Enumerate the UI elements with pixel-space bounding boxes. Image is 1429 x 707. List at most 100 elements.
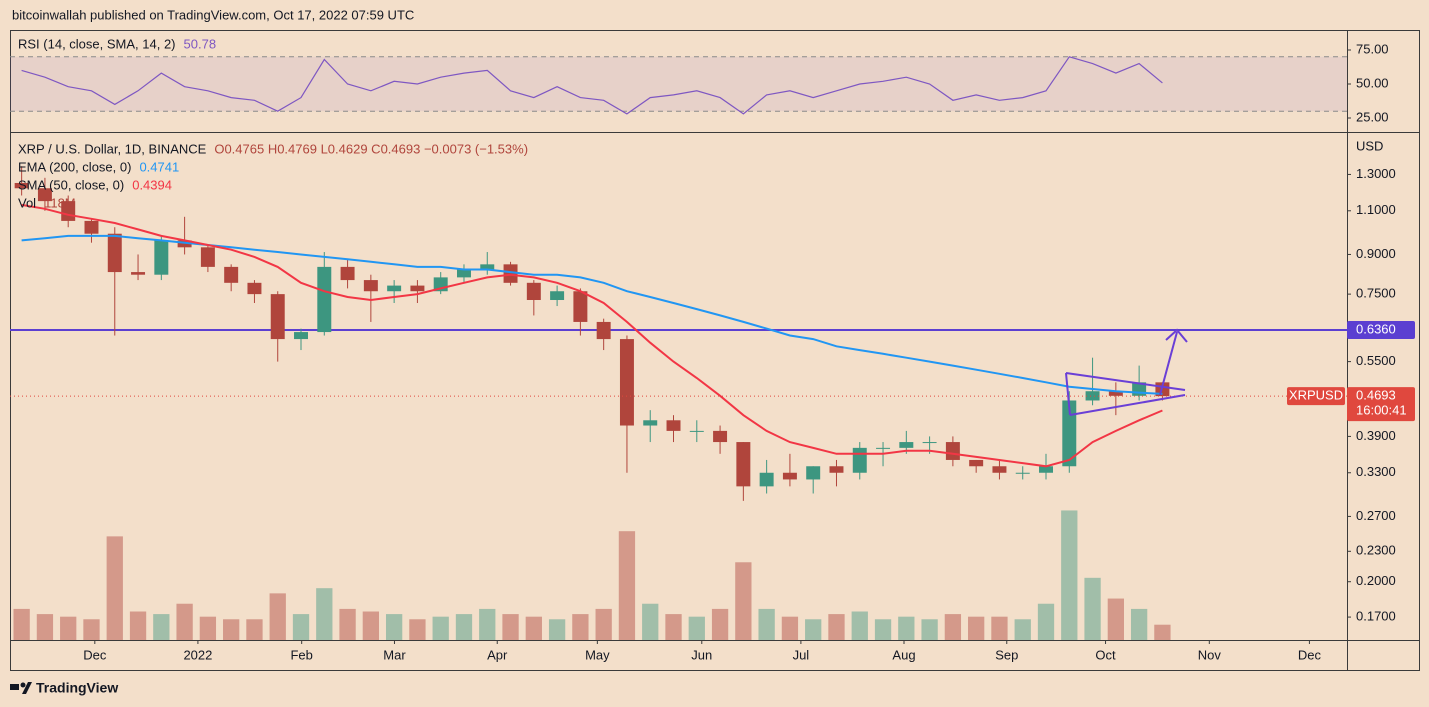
volume-bar (991, 616, 1008, 640)
logo-part (22, 682, 32, 694)
volume-bar (805, 619, 822, 640)
logo-part (10, 684, 19, 690)
candle-body (14, 182, 29, 189)
candle-body (1039, 466, 1053, 473)
candle-body (666, 420, 681, 431)
breakout-arrow (1159, 331, 1178, 396)
pane-border (10, 30, 1420, 671)
legend-name: EMA (200, close, 0) (18, 159, 131, 174)
volume-bar (153, 614, 170, 640)
volume-bar (1037, 603, 1055, 640)
volume-bar (316, 588, 333, 640)
candle-body (736, 442, 751, 487)
candle-body (573, 291, 588, 322)
candle-body (317, 266, 332, 333)
candle-body (945, 442, 960, 460)
volume-bar (874, 619, 892, 640)
volume-bar (1084, 577, 1101, 640)
frame (10, 30, 1420, 671)
volume-bar (735, 562, 752, 640)
x-tick-label: Oct (1095, 647, 1116, 662)
volume-bar (106, 536, 123, 640)
symbol-box (1287, 387, 1345, 406)
volume-bar (13, 608, 30, 640)
y-tick-label: 75.00 (1356, 41, 1389, 56)
y-tick-label: 0.3900 (1356, 428, 1396, 443)
y-tick-label: 0.3300 (1356, 464, 1396, 479)
candle-body (619, 339, 634, 426)
volume-bar (921, 619, 938, 640)
candle-body (294, 332, 308, 340)
y-tick-label: 0.1700 (1356, 609, 1396, 624)
volume-bar (223, 619, 240, 640)
y-tick-label: 1.3000 (1356, 166, 1396, 181)
volume-bar (618, 531, 636, 640)
volume-bar (1130, 608, 1148, 640)
volume-bar (362, 611, 380, 640)
ohlc: O0.4765 H0.4769 L0.4629 C0.4693 −0.0073 … (214, 141, 528, 156)
triangle-left (1065, 372, 1071, 416)
candle-body (876, 447, 891, 449)
volume-bar (292, 614, 310, 640)
x-tick-label: Sep (995, 647, 1018, 662)
volume-bar (595, 608, 612, 640)
candle-body (1085, 391, 1100, 401)
candle-body (480, 264, 495, 270)
volume-bar (711, 608, 729, 640)
x-tick-label: Mar (383, 647, 406, 662)
trend-drawings (1065, 328, 1188, 416)
volume-bar (851, 611, 868, 640)
triangle-lower (1069, 394, 1186, 416)
candle-body (806, 466, 821, 480)
candle-body (37, 188, 52, 202)
x-tick-label: Dec (1298, 647, 1322, 662)
rsi-line (21, 56, 1163, 115)
candle-body (154, 240, 169, 275)
candle-body (969, 459, 984, 467)
x-tick-label: Apr (487, 647, 508, 662)
volume-bar (548, 619, 566, 640)
indicator-value: 50.78 (184, 36, 217, 51)
volume-bar (758, 608, 775, 640)
candle-body (270, 294, 285, 340)
volume-bar (665, 614, 682, 640)
x-tick-label: Dec (83, 647, 107, 662)
y-tick-label: 0.2700 (1356, 508, 1396, 523)
candle-body (526, 282, 541, 301)
rsi-band (10, 56, 1347, 112)
volume-bar (525, 616, 542, 640)
candle-body (456, 269, 471, 278)
volume-bar (479, 608, 496, 640)
legend-value: 0.4741 (139, 159, 179, 174)
candle-body (596, 321, 611, 340)
volume-bar (1154, 624, 1171, 640)
volume-bar (1107, 598, 1125, 640)
candle-body (340, 266, 355, 281)
candle-body (829, 466, 844, 473)
candle-body (224, 266, 239, 283)
x-tick-label: Jul (793, 647, 810, 662)
volume-bar (944, 614, 962, 640)
candle-body (200, 247, 215, 267)
candle-body (782, 472, 797, 480)
volume-bar (83, 619, 100, 640)
candle-body (131, 272, 146, 275)
volume-bar (269, 593, 286, 640)
indicator-name: RSI (14, close, SMA, 14, 2) (18, 36, 176, 51)
legend-name: SMA (50, close, 0) (18, 177, 124, 192)
volume-bar (688, 616, 705, 640)
candle-body (247, 282, 262, 295)
volume-bar (176, 603, 193, 640)
x-tick-label: Nov (1198, 647, 1222, 662)
symbol-title: XRP / U.S. Dollar, 1D, BINANCE (18, 141, 207, 156)
publisher: bitcoinwallah published on TradingView.c… (12, 7, 414, 22)
volume-bar (385, 614, 403, 640)
y-tick-label: 1.1000 (1356, 202, 1396, 217)
volume-bar (409, 619, 426, 640)
candle-body (387, 285, 402, 292)
volume-bar (502, 614, 519, 640)
volume-bar (339, 608, 356, 640)
candle-body (410, 285, 425, 292)
